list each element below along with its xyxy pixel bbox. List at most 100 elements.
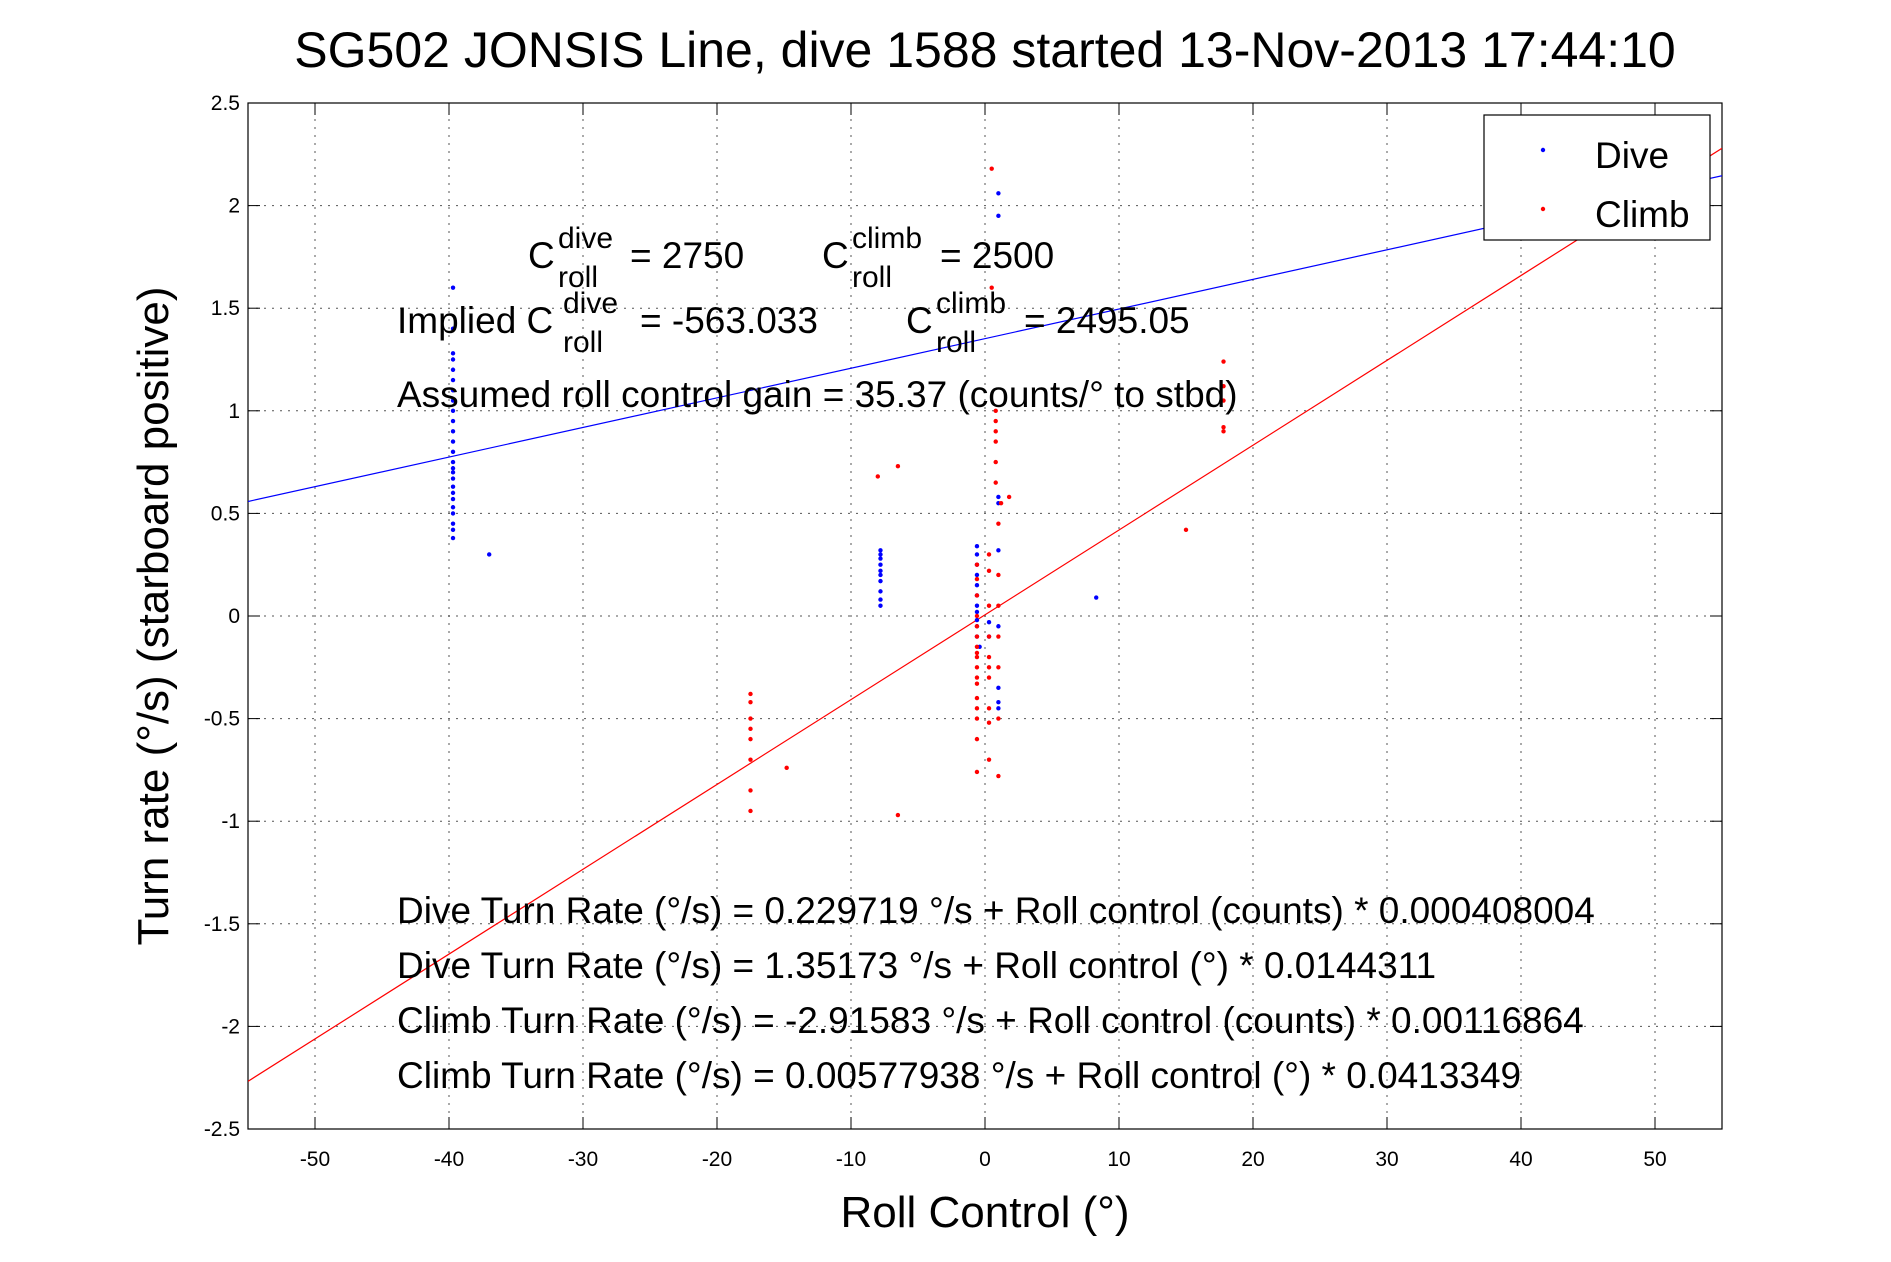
dive-point <box>450 351 456 356</box>
dive-point <box>996 548 1001 553</box>
dive-point <box>974 609 980 615</box>
climb-point <box>748 716 753 721</box>
dive-point <box>974 552 980 557</box>
fit-lines <box>248 147 1722 1082</box>
c-climb-label: C <box>822 235 849 276</box>
y-tick-label: 0 <box>228 605 240 628</box>
dive-point <box>1094 595 1099 600</box>
c-dive-sub: roll <box>558 261 598 294</box>
dive-point <box>450 466 456 471</box>
dive-point <box>450 476 456 481</box>
c-dive-value: = 2750 <box>630 235 744 276</box>
dive-point <box>878 556 883 561</box>
y-tick-label: -2 <box>221 1015 240 1038</box>
climb-point <box>993 480 998 485</box>
climb-point <box>895 464 901 469</box>
roll-gain-text: Assumed roll control gain = 35.37 (count… <box>397 374 1238 415</box>
climb-point <box>986 654 992 660</box>
climb-point <box>748 736 753 742</box>
climb-point <box>974 562 980 567</box>
climb-point <box>974 706 980 711</box>
dive-fit-degrees: Dive Turn Rate (°/s) = 1.35173 °/s + Rol… <box>397 945 1436 986</box>
x-tick-label: 0 <box>979 1148 991 1171</box>
climb-point <box>998 500 1004 506</box>
dive-point <box>996 706 1001 711</box>
climb-point <box>986 665 992 670</box>
y-tick-label: -2.5 <box>204 1118 240 1141</box>
dive-point <box>996 624 1001 629</box>
climb-point <box>875 474 880 479</box>
y-tick-label: 1.5 <box>211 297 240 320</box>
c-climb-value: = 2500 <box>940 235 1054 276</box>
climb-point <box>974 644 980 649</box>
dive-point <box>450 527 456 533</box>
climb-fit-counts: Climb Turn Rate (°/s) = -2.91583 °/s + R… <box>397 1000 1584 1041</box>
dive-point <box>974 572 980 578</box>
climb-point <box>974 654 980 660</box>
climb-point <box>974 613 980 619</box>
climb-point <box>996 716 1001 721</box>
dive-point <box>878 589 883 594</box>
dive-point <box>974 603 980 608</box>
climb-point <box>986 706 992 711</box>
climb-point <box>996 773 1001 779</box>
dive-point <box>450 357 456 362</box>
axis-ticks: -50 -40 -30 -20 -10 0 10 20 30 40 50 2.5 2 1.5 1 0.5 0 -0… <box>204 92 1722 1171</box>
climb-point <box>748 757 753 762</box>
x-tick-label: -30 <box>568 1148 598 1171</box>
dive-point <box>974 544 980 549</box>
climb-point <box>1183 527 1189 533</box>
dive-point <box>974 617 980 623</box>
climb-point <box>1221 425 1226 430</box>
climb-point <box>895 812 901 818</box>
climb-point <box>748 788 753 793</box>
legend-dive-label: Dive <box>1595 135 1669 176</box>
x-tick-label: 40 <box>1509 1148 1532 1171</box>
dive-point <box>450 496 456 502</box>
dive-point <box>450 505 456 510</box>
x-tick-label: -10 <box>836 1148 866 1171</box>
x-tick-label: -50 <box>300 1148 330 1171</box>
climb-point <box>974 716 980 721</box>
dive-point <box>878 572 883 578</box>
implied-dive-value: = -563.033 <box>640 300 818 341</box>
climb-point <box>1006 494 1012 500</box>
dive-point <box>450 470 456 475</box>
dive-point <box>450 418 456 424</box>
implied-climb-sub: roll <box>936 326 976 359</box>
climb-point <box>996 572 1001 578</box>
climb-point <box>974 593 980 598</box>
dive-point <box>450 388 456 393</box>
climb-point <box>996 665 1001 670</box>
dive-point <box>878 548 883 553</box>
climb-point <box>1221 359 1226 364</box>
legend-dive-marker <box>1540 147 1546 153</box>
climb-fit-line <box>248 147 1722 1082</box>
climb-point <box>1221 383 1226 389</box>
dive-point <box>996 685 1001 691</box>
y-tick-label: -1 <box>221 810 240 833</box>
dive-point <box>996 213 1001 219</box>
climb-point <box>974 675 980 680</box>
dive-point <box>450 449 456 455</box>
c-dive-label: C <box>528 235 555 276</box>
dive-point <box>450 439 456 444</box>
roll-coefficients: C dive roll = 2750 C climb roll = 2500 I… <box>397 222 1238 415</box>
climb-point <box>986 675 992 680</box>
climb-point <box>993 429 998 434</box>
x-tick-label: 10 <box>1107 1148 1130 1171</box>
implied-dive-label: Implied C <box>397 300 553 341</box>
y-tick-label: -1.5 <box>204 913 240 936</box>
legend: Dive Climb <box>1483 114 1711 241</box>
dive-point <box>450 511 456 516</box>
dive-fit-line <box>248 175 1722 503</box>
climb-point <box>986 634 992 639</box>
dive-point <box>996 494 1001 500</box>
implied-climb-sup: climb <box>936 287 1006 320</box>
y-tick-label: 1 <box>228 400 240 423</box>
climb-point <box>748 808 753 814</box>
climb-point <box>1221 429 1226 434</box>
dive-point <box>450 285 456 290</box>
y-tick-label: 2 <box>228 195 240 218</box>
dive-point <box>450 521 456 526</box>
